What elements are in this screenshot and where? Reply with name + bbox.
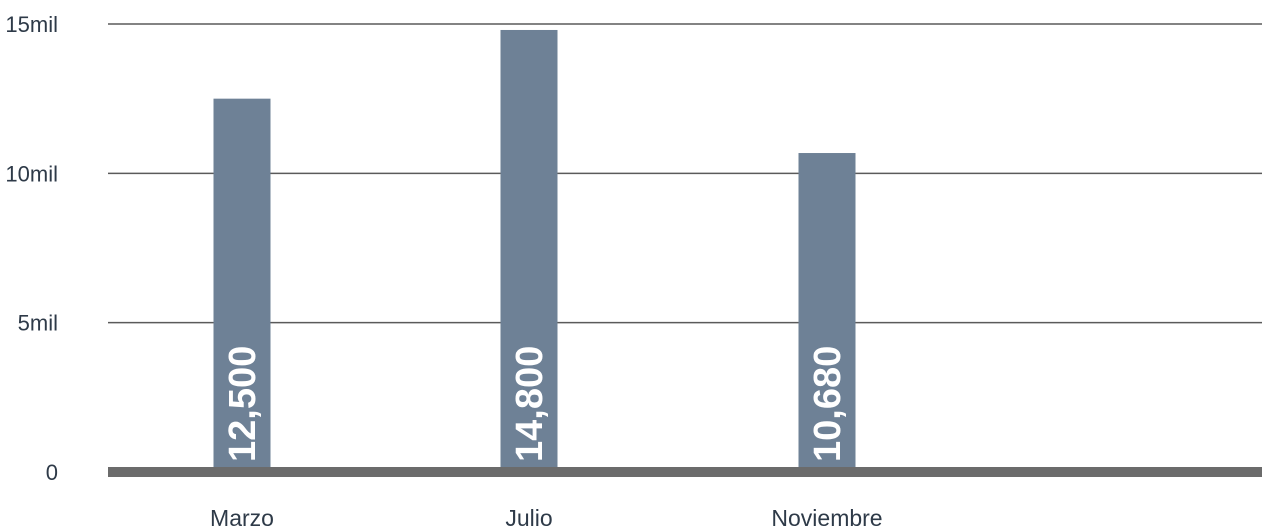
bar-noviembre xyxy=(798,153,856,473)
bar-value-label: 14,800 xyxy=(509,346,551,462)
bar-marzo xyxy=(213,98,271,473)
grid-lines xyxy=(108,23,1262,324)
bar-value-labels: 12,500 14,800 10,680 xyxy=(222,346,849,462)
bar-value-label: 10,680 xyxy=(807,346,849,462)
bars xyxy=(213,29,856,473)
x-axis-baseline xyxy=(108,467,1262,477)
x-tick-label: Julio xyxy=(505,505,552,530)
y-axis-ticks: 0 5mil 10mil 15mil xyxy=(5,12,58,485)
y-tick-label: 15mil xyxy=(5,12,58,37)
y-tick-label: 0 xyxy=(46,460,58,485)
y-tick-label: 5mil xyxy=(18,311,58,336)
x-tick-label: Noviembre xyxy=(771,505,882,530)
x-axis-baseline-layer xyxy=(108,467,1262,477)
y-tick-label: 10mil xyxy=(5,161,58,186)
x-axis-ticks: Marzo Julio Noviembre xyxy=(210,505,883,530)
bar-julio xyxy=(500,29,558,473)
bar-value-label: 12,500 xyxy=(222,346,264,462)
x-tick-label: Marzo xyxy=(210,505,274,530)
